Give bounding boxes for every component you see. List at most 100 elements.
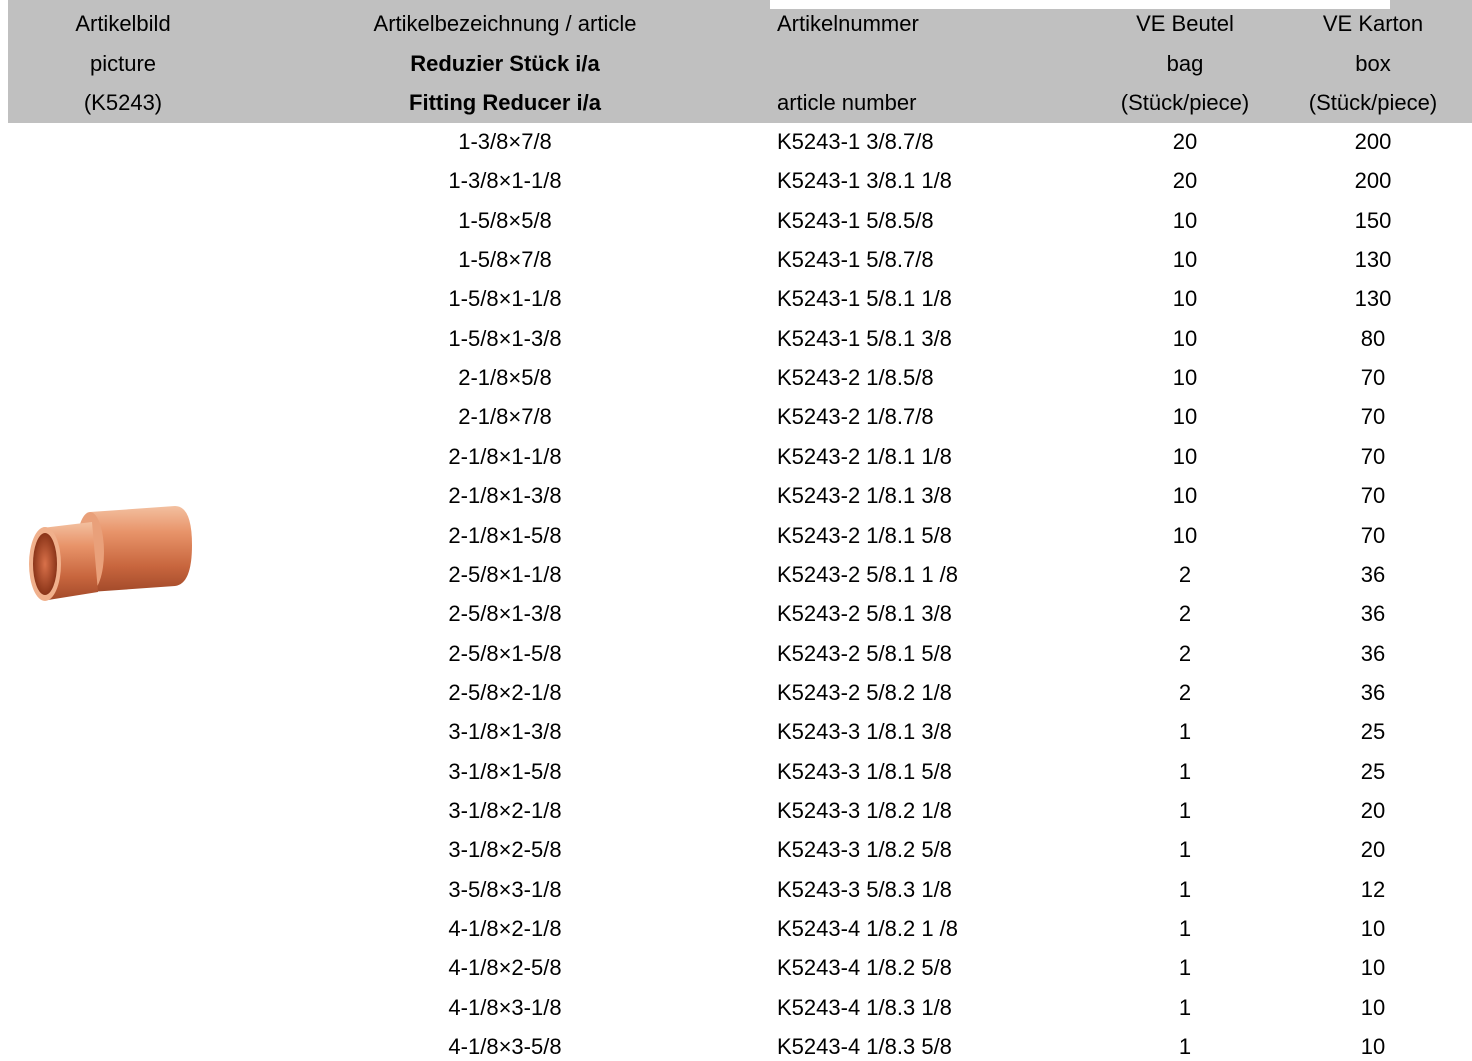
table-cell: 10 (1360, 955, 1386, 981)
header-cell: Fitting Reducer i/a (409, 90, 601, 115)
table-cell: 10 (1172, 207, 1198, 233)
table-cell: 10 (1360, 994, 1386, 1020)
table-cell: K5243-4 1/8.3 1/8 (777, 994, 952, 1020)
table-cell: 4-1/8×2-1/8 (448, 916, 562, 941)
table-cell: K5243-3 5/8.3 1/8 (777, 876, 952, 902)
table-cell: 70 (1360, 483, 1386, 509)
table-cell: K5243-3 1/8.2 5/8 (777, 837, 952, 863)
table-cell: 10 (1360, 1034, 1386, 1060)
table-cell: 10 (1172, 325, 1198, 351)
table-cell: 10 (1360, 916, 1386, 941)
header-cell: picture (89, 51, 157, 76)
table-cell: K5243-2 5/8.1 5/8 (777, 640, 952, 666)
table-cell: 200 (1354, 168, 1392, 194)
table-cell: 20 (1172, 129, 1198, 154)
table-cell: 10 (1172, 404, 1198, 430)
table-cell: 1 (1178, 1034, 1192, 1060)
table-cell: K5243-2 1/8.1 3/8 (777, 483, 952, 509)
table-cell: 70 (1360, 522, 1386, 548)
table-cell: 10 (1172, 443, 1198, 469)
table-cell: K5243-2 1/8.5/8 (777, 365, 934, 391)
table-cell: 3-1/8×2-5/8 (448, 837, 562, 863)
table-cell: 4-1/8×2-5/8 (448, 955, 562, 981)
table-cell: 1 (1178, 758, 1192, 784)
header-cell: article number (777, 90, 917, 115)
table-cell: K5243-2 1/8.1 5/8 (777, 522, 952, 548)
table-cell: 10 (1172, 286, 1198, 312)
table-cell: 4-1/8×3-5/8 (448, 1034, 562, 1060)
header-cell: Artikelnummer (777, 11, 919, 36)
header-cell: (K5243) (83, 90, 163, 115)
table-cell: 36 (1360, 640, 1386, 666)
table-cell: 2-1/8×5/8 (458, 365, 552, 391)
table-cell: K5243-1 5/8.5/8 (777, 207, 934, 233)
table-cell: K5243-2 5/8.2 1/8 (777, 679, 952, 705)
table-cell: 1 (1178, 837, 1192, 863)
table-cell: 130 (1354, 286, 1392, 312)
table-cell: K5243-4 1/8.2 5/8 (777, 955, 952, 981)
table-cell: 3-1/8×1-5/8 (448, 758, 562, 784)
header-band (8, 0, 1472, 123)
table-cell: 70 (1360, 365, 1386, 391)
table-cell: 1-3/8×1-1/8 (448, 168, 562, 194)
table-cell: K5243-4 1/8.3 5/8 (777, 1034, 952, 1060)
table-cell: 25 (1360, 758, 1386, 784)
table-cell: 10 (1172, 365, 1198, 391)
table-cell: 36 (1360, 561, 1386, 587)
table-cell: 20 (1360, 797, 1386, 823)
table-cell: 36 (1360, 679, 1386, 705)
table-cell: 2-5/8×1-3/8 (448, 601, 562, 627)
header-cell: VE Beutel (1136, 11, 1234, 36)
table-cell: 80 (1360, 325, 1386, 351)
table-cell: 2-5/8×2-1/8 (448, 679, 562, 705)
table-cell: 2-5/8×1-1/8 (448, 561, 562, 587)
table-cell: 10 (1172, 522, 1198, 548)
table-cell: 130 (1354, 247, 1392, 273)
table-cell: 1-5/8×5/8 (458, 207, 552, 233)
table-cell: 2 (1178, 640, 1192, 666)
table-cell: 2-1/8×1-3/8 (448, 483, 562, 509)
table-cell: 12 (1360, 876, 1386, 902)
table-cell: 1 (1178, 797, 1192, 823)
table-cell: 1-5/8×7/8 (458, 247, 552, 273)
table-cell: 1-3/8×7/8 (458, 129, 552, 154)
table-cell: K5243-3 1/8.1 3/8 (777, 719, 952, 745)
table-cell: 1-5/8×1-3/8 (448, 325, 562, 351)
header-cell: (Stück/piece) (1308, 90, 1438, 115)
table-cell: 70 (1360, 443, 1386, 469)
header-gap (770, 0, 1390, 9)
table-cell: 10 (1172, 247, 1198, 273)
table-cell: 3-5/8×3-1/8 (448, 876, 562, 902)
table-cell: 150 (1354, 207, 1392, 233)
table-cell: K5243-2 1/8.7/8 (777, 404, 934, 430)
table-cell: 2-1/8×1-1/8 (448, 443, 562, 469)
table-cell: 2-5/8×1-5/8 (448, 640, 562, 666)
table-cell: 36 (1360, 601, 1386, 627)
product-image (29, 506, 192, 601)
table-cell: K5243-3 1/8.2 1/8 (777, 797, 952, 823)
table-cell: 2 (1178, 679, 1192, 705)
table-cell: K5243-3 1/8.1 5/8 (777, 758, 952, 784)
header-cell: Artikelbild (75, 11, 171, 36)
table-cell: K5243-2 5/8.1 3/8 (777, 601, 952, 627)
table-cell: 10 (1172, 483, 1198, 509)
header-cell: (Stück/piece) (1120, 90, 1250, 115)
table-cell: 70 (1360, 404, 1386, 430)
table-cell: 20 (1360, 837, 1386, 863)
header-cell: bag (1166, 51, 1204, 76)
table-cell: 3-1/8×2-1/8 (448, 797, 562, 823)
table-cell: K5243-1 3/8.1 1/8 (777, 168, 952, 194)
table-cell: 1 (1178, 916, 1192, 941)
header-cell: Reduzier Stück i/a (410, 51, 600, 76)
table-cell: 2 (1178, 561, 1192, 587)
table-cell: K5243-4 1/8.2 1 /8 (777, 916, 959, 941)
table-cell: 1 (1178, 719, 1192, 745)
header-cell: VE Karton (1322, 11, 1424, 36)
table-cell: 1-5/8×1-1/8 (448, 286, 562, 312)
table-cell: 20 (1172, 168, 1198, 194)
table-cell: 25 (1360, 719, 1386, 745)
table-cell: 2-1/8×1-5/8 (448, 522, 562, 548)
table-cell: 3-1/8×1-3/8 (448, 719, 562, 745)
table-cell: K5243-1 3/8.7/8 (777, 129, 934, 154)
